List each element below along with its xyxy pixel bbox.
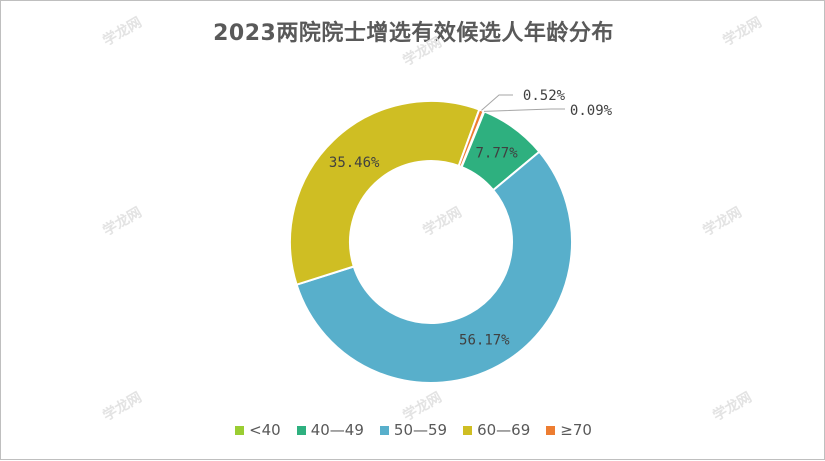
data-label: 7.77% [475,145,518,161]
legend-label: <40 [249,421,281,439]
legend-swatch [296,425,306,435]
data-label: 0.09% [570,103,613,119]
legend-label: ≥70 [560,421,592,439]
data-label: 56.17% [459,332,510,348]
legend-item: 60—69 [463,421,530,439]
donut-slice [289,100,481,286]
legend-swatch [546,425,556,435]
legend-item: 50—59 [379,421,448,439]
leader-line [483,108,565,112]
donut-slice [457,108,485,169]
donut-slice [295,150,573,384]
chart-legend: <40 40—49 50—59 60—69 ≥70 [1,421,825,439]
data-label: 35.46% [329,155,380,171]
chart-title: 2023两院院士增选有效候选人年龄分布 [213,21,614,46]
legend-swatch [463,425,473,435]
legend-item: 40—49 [296,421,364,439]
legend-label: 50—59 [393,421,448,439]
data-label: 0.52% [523,88,566,104]
legend-item: ≥70 [546,421,592,439]
legend-label: 60—69 [477,421,531,439]
leader-line [481,94,513,111]
legend-item: <40 [235,421,281,439]
legend-swatch [235,425,245,435]
legend-label: 40—49 [310,421,364,439]
legend-swatch [379,425,389,435]
